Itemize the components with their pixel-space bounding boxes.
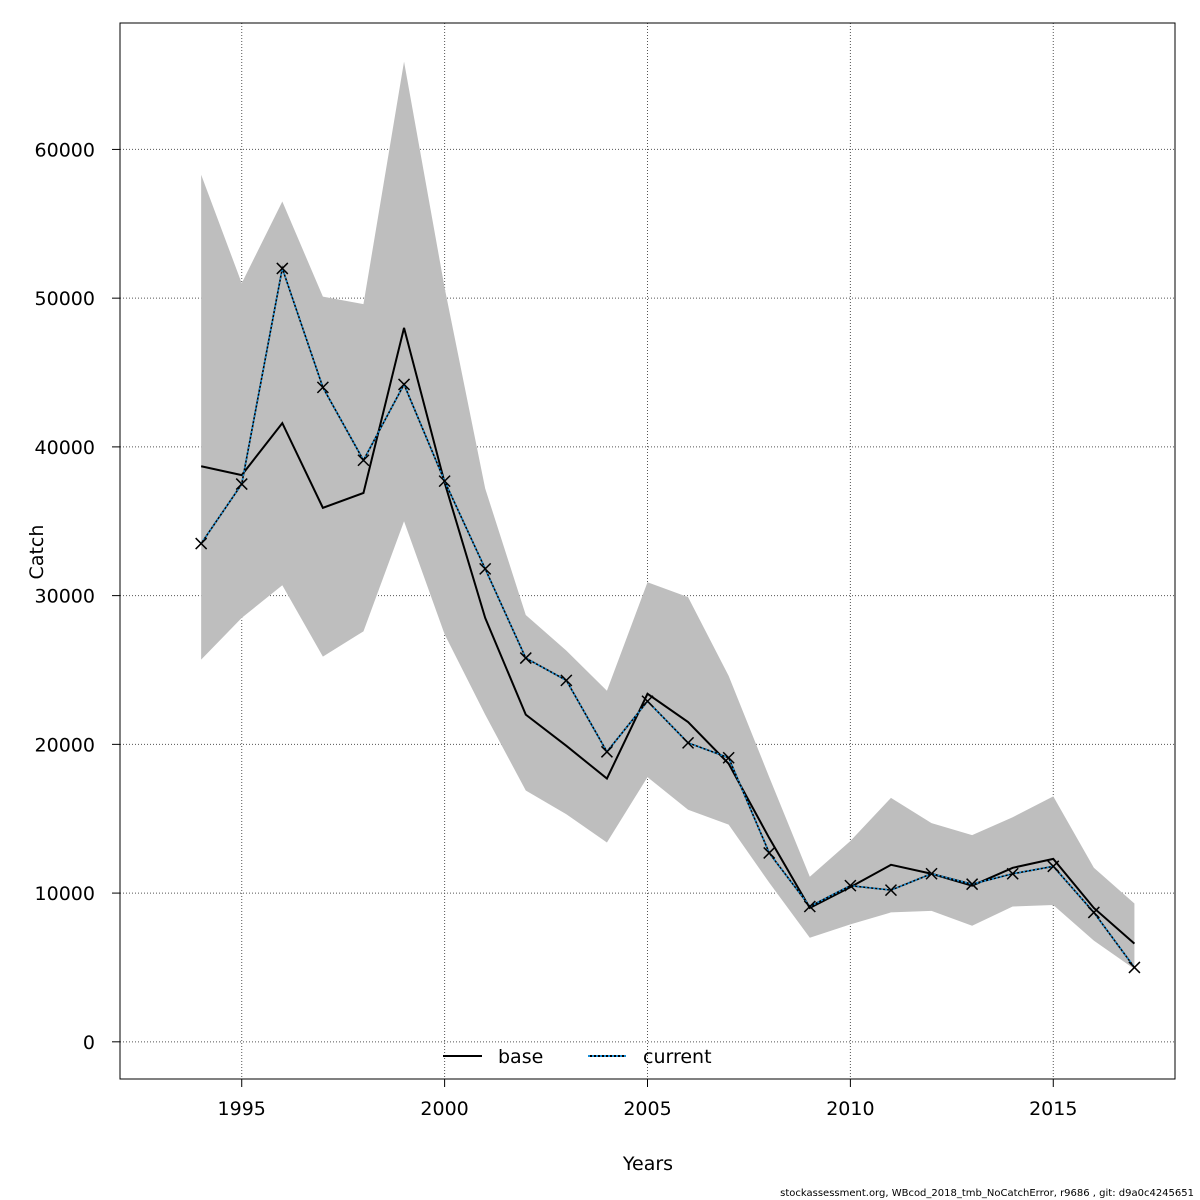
series-current-point xyxy=(316,381,329,394)
series-current-point xyxy=(357,454,370,467)
series-current-point xyxy=(519,652,532,665)
y-tick-label: 50000 xyxy=(35,288,95,310)
series-current-point xyxy=(438,475,451,488)
series-current-point xyxy=(398,378,411,391)
series-current-point xyxy=(884,884,897,897)
series-current-point xyxy=(1087,906,1100,919)
x-tick-label: 2015 xyxy=(1029,1098,1077,1120)
series-current-point xyxy=(1006,867,1019,880)
legend: base current xyxy=(443,1046,712,1068)
series-current-point xyxy=(1128,961,1141,974)
series-current-point xyxy=(479,562,492,575)
series-current-point xyxy=(682,736,695,749)
x-axis-title: Years xyxy=(622,1153,673,1175)
series-current-point xyxy=(600,745,613,758)
y-tick-label: 20000 xyxy=(35,734,95,756)
legend-base-label: base xyxy=(498,1046,543,1068)
y-axis-title: Catch xyxy=(26,525,48,580)
series-current-point xyxy=(844,879,857,892)
series-current-point xyxy=(966,878,979,891)
series-current-point xyxy=(641,695,654,708)
x-tick-label: 2005 xyxy=(623,1098,671,1120)
series-current-point xyxy=(722,751,735,764)
y-tick-label: 10000 xyxy=(35,883,95,905)
series-current-point xyxy=(763,846,776,859)
confidence-band xyxy=(201,61,1135,969)
y-tick-label: 0 xyxy=(83,1032,95,1054)
series-current-point xyxy=(235,478,248,491)
series-group xyxy=(195,262,1141,974)
y-tick-label: 40000 xyxy=(35,437,95,459)
x-tick-label: 2000 xyxy=(420,1098,468,1120)
series-current-point xyxy=(560,674,573,687)
series-current-point xyxy=(803,900,816,913)
footer-credit: stockassessment.org, WBcod_2018_tmb_NoCa… xyxy=(780,1188,1194,1199)
y-tick-label: 30000 xyxy=(35,586,95,608)
legend-current-label: current xyxy=(643,1046,712,1068)
x-tick-label: 2010 xyxy=(826,1098,874,1120)
series-current-point xyxy=(195,537,208,550)
y-tick-label: 60000 xyxy=(35,139,95,161)
series-current-point xyxy=(925,867,938,880)
confidence-band-group xyxy=(201,61,1135,969)
x-tick-label: 1995 xyxy=(218,1098,266,1120)
axes-group: 1995 2000 2005 2010 2015 0 10000 20000 30000 4000… xyxy=(35,139,1078,1120)
series-current-point xyxy=(276,262,289,275)
series-current-point xyxy=(1047,860,1060,873)
series-current-line xyxy=(200,265,1136,968)
